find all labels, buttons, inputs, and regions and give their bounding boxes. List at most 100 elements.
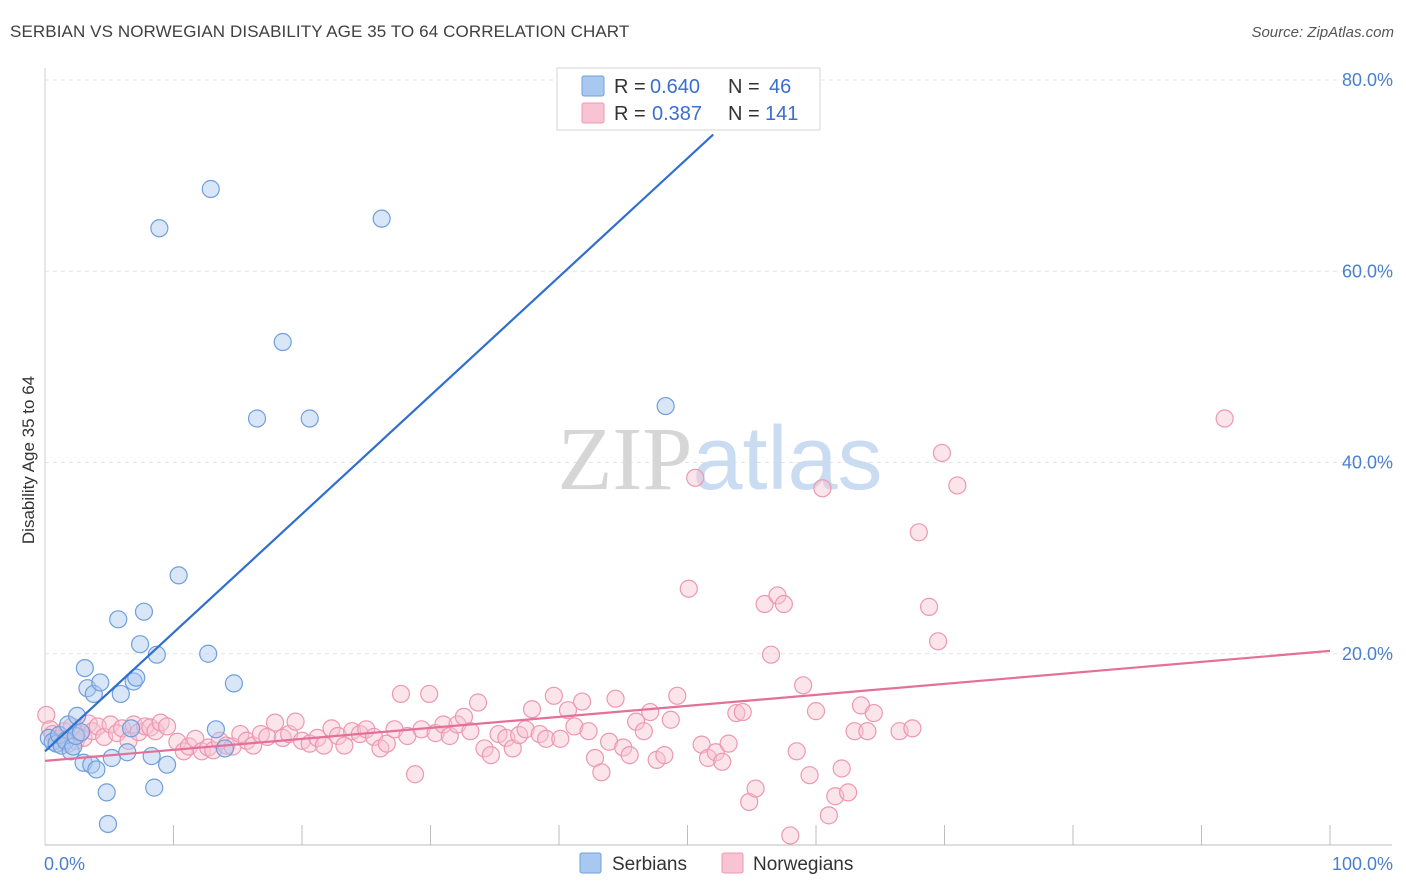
y-tick-label-20: 20.0% [1342, 644, 1393, 664]
point-norwegians-106 [719, 734, 738, 753]
legend-r-value-1: 0.387 [652, 103, 702, 125]
point-norwegians-72 [481, 746, 500, 765]
point-serbians-34 [157, 755, 177, 774]
point-serbians-45 [656, 396, 675, 416]
point-serbians-21 [102, 748, 121, 768]
point-norwegians-116 [787, 742, 806, 761]
point-norwegians-108 [733, 702, 752, 722]
point-norwegians-44 [286, 712, 305, 731]
bottom-legend-label-norwegians: Norwegians [753, 854, 853, 875]
x-tick-label-0: 0.0% [44, 854, 85, 874]
point-serbians-31 [145, 778, 164, 797]
watermark-zip: ZIPatlas [557, 409, 882, 509]
point-serbians-17 [87, 760, 106, 779]
point-norwegians-65 [434, 715, 453, 734]
point-norwegians-94 [634, 722, 653, 741]
legend-n-value-1: 141 [765, 103, 798, 125]
point-norwegians-84 [565, 717, 584, 736]
point-serbians-42 [273, 332, 292, 352]
point-serbians-35 [169, 566, 188, 585]
y-axis-title: Disability Age 35 to 64 [19, 376, 38, 544]
point-norwegians-80 [537, 729, 556, 748]
point-norwegians-59 [391, 684, 411, 704]
point-norwegians-123 [832, 759, 851, 778]
point-serbians-27 [127, 668, 146, 687]
point-norwegians-85 [573, 692, 592, 711]
point-serbians-16 [84, 684, 103, 704]
y-tick-label-80: 80.0% [1342, 70, 1393, 90]
point-serbians-36 [199, 644, 218, 663]
point-serbians-38 [206, 720, 226, 739]
legend-n-label-0: N = [728, 76, 760, 98]
axes [44, 68, 1392, 846]
point-norwegians-134 [932, 443, 952, 463]
legend-n-value-0: 46 [769, 76, 791, 98]
point-serbians-33 [150, 219, 169, 238]
point-serbians-19 [97, 783, 116, 802]
source-credit: Source: ZipAtlas.com [1251, 24, 1394, 41]
point-norwegians-104 [706, 743, 725, 762]
point-serbians-41 [247, 409, 267, 428]
trend-line-norwegians [44, 649, 1331, 762]
point-norwegians-71 [475, 739, 494, 758]
legend-swatch-serbians [581, 75, 605, 97]
legend-r-value-0: 0.640 [650, 76, 700, 98]
point-serbians-37 [201, 179, 220, 199]
point-norwegians-135 [948, 476, 967, 495]
point-norwegians-90 [606, 689, 625, 708]
data-points [37, 179, 1234, 845]
point-norwegians-25 [157, 717, 177, 736]
point-serbians-22 [109, 610, 128, 629]
point-norwegians-92 [620, 746, 639, 765]
point-norwegians-120 [813, 479, 832, 498]
x-tick-label-100: 100.0% [1332, 854, 1393, 874]
point-norwegians-41 [265, 713, 285, 732]
point-norwegians-112 [761, 645, 781, 664]
bottom-legend: Serbians Norwegians [579, 852, 853, 875]
point-norwegians-100 [679, 579, 698, 598]
point-norwegians-111 [755, 594, 774, 614]
point-serbians-11 [71, 723, 91, 742]
legend-r-label-0: R = [614, 76, 646, 98]
point-norwegians-110 [746, 779, 765, 798]
point-norwegians-70 [468, 693, 488, 712]
point-serbians-39 [215, 739, 234, 758]
point-norwegians-105 [713, 752, 732, 771]
point-serbians-18 [91, 673, 110, 692]
point-norwegians-81 [544, 686, 563, 705]
point-norwegians-21 [136, 717, 155, 736]
point-norwegians-86 [579, 722, 598, 741]
point-norwegians-51 [335, 736, 354, 755]
point-norwegians-88 [592, 763, 611, 782]
point-norwegians-61 [405, 765, 425, 784]
point-norwegians-101 [686, 468, 705, 487]
y-tick-label-60: 60.0% [1342, 261, 1393, 281]
point-norwegians-130 [903, 719, 922, 738]
point-serbians-23 [111, 684, 130, 704]
point-norwegians-125 [845, 722, 864, 741]
point-norwegians-99 [668, 686, 687, 705]
point-norwegians-119 [806, 702, 826, 721]
point-norwegians-97 [655, 746, 674, 765]
trend-line-serbians [44, 133, 714, 753]
y-tick-label-40: 40.0% [1342, 453, 1393, 473]
bottom-legend-swatch-serbians [579, 852, 602, 874]
point-serbians-8 [64, 737, 83, 756]
point-norwegians-128 [864, 703, 883, 723]
x-tick-labels: 0.0% 100.0% [44, 854, 1393, 874]
point-norwegians-132 [919, 597, 939, 616]
point-norwegians-93 [626, 712, 646, 731]
point-serbians-20 [98, 814, 118, 834]
top-legend: R = 0.640 N = 46 R = 0.387 N = 141 [556, 67, 821, 131]
point-norwegians-118 [800, 766, 819, 785]
trend-lines [44, 133, 1331, 762]
point-norwegians-117 [794, 676, 813, 695]
point-norwegians-131 [909, 523, 928, 542]
point-norwegians-63 [420, 684, 439, 704]
point-serbians-44 [372, 209, 391, 228]
point-norwegians-36 [231, 724, 250, 744]
point-norwegians-115 [781, 826, 800, 845]
point-norwegians-136 [1215, 409, 1234, 428]
bottom-legend-label-serbians: Serbians [612, 854, 687, 875]
